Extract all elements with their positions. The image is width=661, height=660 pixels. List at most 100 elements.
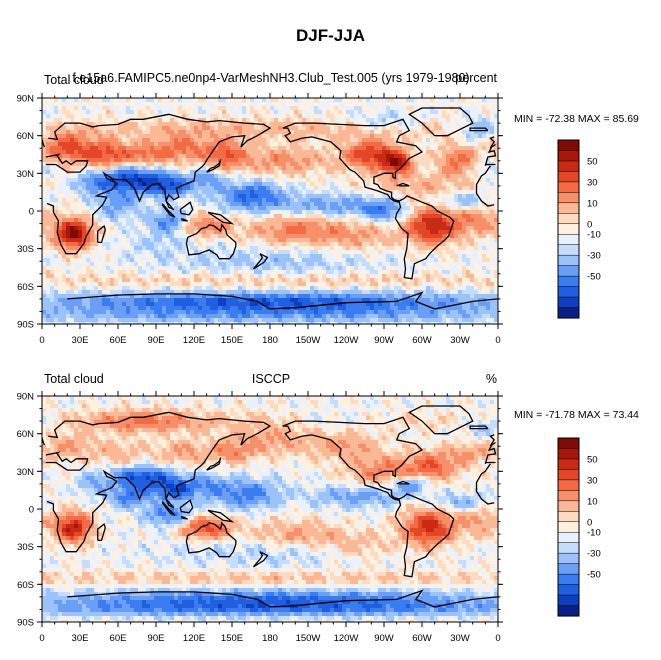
lon-tick-label: 150E	[221, 335, 243, 346]
colorbar-swatch	[557, 594, 580, 607]
colorbar-label: 0	[587, 517, 592, 528]
panel-right-label: percent	[455, 71, 497, 85]
colorbar: 50 30 10 0-10 -30 -50	[557, 139, 601, 319]
colorbar-swatch	[557, 437, 580, 450]
lat-tick-label: 90S	[17, 320, 34, 331]
colorbar: 50 30 10 0-10 -30 -50	[557, 437, 601, 617]
colorbar-swatch	[557, 244, 580, 256]
panel-center-label: ISCCP	[251, 372, 291, 386]
coastlines	[42, 405, 498, 608]
figure-title: DJF-JJA	[296, 26, 365, 45]
colorbar-swatch	[557, 233, 580, 246]
colorbar-swatch	[557, 150, 580, 162]
colorbar-swatch	[557, 521, 580, 533]
contour-field	[42, 98, 498, 324]
contour-field	[42, 396, 498, 622]
panel-left-label: Total cloud	[44, 73, 104, 87]
lon-tick-label: 90W	[374, 633, 394, 644]
lat-tick-label: 90N	[17, 392, 35, 403]
lon-tick-label: 150W	[296, 633, 321, 644]
colorbar-label: -30	[587, 251, 601, 262]
lon-axis: 0 30E 60E 90E 120E 150E 180 150W 120W 90W 60W 30W 0	[39, 391, 501, 644]
colorbar-swatch	[557, 573, 580, 586]
colorbar-swatch	[557, 563, 580, 575]
colorbar-swatch	[557, 160, 580, 172]
lat-tick-label: 0	[29, 207, 34, 218]
lat-tick-label: 60S	[17, 580, 34, 591]
colorbar-label: -30	[587, 549, 601, 560]
colorbar-label: -50	[587, 272, 601, 283]
colorbar-swatch	[557, 307, 580, 319]
lon-tick-label: 150W	[296, 335, 321, 346]
lon-axis: 0 30E 60E 90E 120E 150E 180 150W 120W 90W 60W 30W 0	[39, 93, 501, 346]
panel-left-label: Total cloud	[44, 372, 104, 386]
colorbar-swatch	[557, 490, 580, 502]
lon-tick-label: 0	[495, 335, 500, 346]
colorbar-swatch	[557, 213, 580, 225]
colorbar-swatch	[557, 181, 580, 193]
lon-tick-label: 0	[495, 633, 500, 644]
colorbar-label: -50	[587, 570, 601, 581]
colorbar-label: 50	[587, 156, 598, 167]
lon-tick-label: 90W	[374, 335, 394, 346]
lat-tick-label: 60N	[17, 131, 35, 142]
colorbar-swatch	[557, 531, 580, 544]
colorbar-swatch	[557, 542, 580, 554]
panel-center-label: f.e15a6.FAMIPC5.ne0np4-VarMeshNH3.Club_T…	[72, 71, 470, 85]
colorbar-swatch	[557, 552, 580, 565]
colorbar-swatch	[557, 192, 580, 204]
colorbar-swatch	[557, 469, 580, 481]
colorbar-label: -10	[587, 230, 601, 241]
colorbar-swatch	[557, 254, 580, 267]
lat-tick-label: 90S	[17, 618, 34, 629]
colorbar-swatch	[557, 202, 580, 214]
colorbar-label: 10	[587, 496, 598, 507]
lon-tick-label: 0	[39, 633, 44, 644]
lon-tick-label: 30E	[72, 633, 89, 644]
lon-tick-label: 90E	[148, 633, 165, 644]
colorbar-swatch	[557, 286, 580, 298]
lon-tick-label: 60W	[412, 335, 432, 346]
colorbar-swatch	[557, 223, 580, 235]
colorbar-label: -10	[587, 528, 601, 539]
lon-tick-label: 120E	[183, 335, 205, 346]
lon-tick-label: 180	[262, 335, 278, 346]
lon-tick-label: 150E	[221, 633, 243, 644]
colorbar-label: 0	[587, 219, 592, 230]
lat-tick-label: 60S	[17, 282, 34, 293]
colorbar-swatch	[557, 139, 580, 152]
colorbar-label: 30	[587, 475, 598, 486]
colorbar-swatch	[557, 479, 580, 491]
lon-tick-label: 180	[262, 633, 278, 644]
lat-tick-label: 0	[29, 505, 34, 516]
lat-tick-label: 30S	[17, 542, 34, 553]
lat-tick-label: 30N	[17, 169, 35, 180]
panel-model: Total cloud f.e15a6.FAMIPC5.ne0np4-VarMe…	[44, 71, 639, 125]
min-max-stats: MIN = -71.78 MAX = 73.44	[514, 409, 639, 421]
lat-tick-label: 30N	[17, 467, 35, 478]
lon-tick-label: 30E	[72, 335, 89, 346]
panel-right-label: %	[485, 372, 497, 386]
lon-tick-label: 120W	[334, 335, 359, 346]
colorbar-swatch	[557, 448, 580, 460]
lon-tick-label: 60W	[412, 633, 432, 644]
lon-tick-label: 30W	[450, 633, 470, 644]
lat-tick-label: 60N	[17, 429, 35, 440]
lon-tick-label: 90E	[148, 335, 165, 346]
colorbar-swatch	[557, 265, 580, 277]
lon-tick-label: 120E	[183, 633, 205, 644]
min-max-stats: MIN = -72.38 MAX = 85.69	[514, 113, 639, 125]
colorbar-swatch	[557, 171, 580, 183]
map-panel-1: 0 30E 60E 90E 120E 150E 180 150W 120W 90W 60W 30W 09…	[17, 93, 601, 346]
lon-tick-label: 60E	[110, 335, 127, 346]
colorbar-swatch	[557, 511, 580, 523]
lat-tick-label: 90N	[17, 94, 35, 105]
lon-tick-label: 30W	[450, 335, 470, 346]
lat-axis: 90N 60N 30N 0 30S 60S 90S	[17, 392, 503, 629]
lat-tick-label: 30S	[17, 244, 34, 255]
colorbar-swatch	[557, 500, 580, 512]
lat-axis: 90N 60N 30N 0 30S 60S 90S	[17, 94, 503, 331]
colorbar-swatch	[557, 584, 580, 596]
lon-tick-label: 120W	[334, 633, 359, 644]
